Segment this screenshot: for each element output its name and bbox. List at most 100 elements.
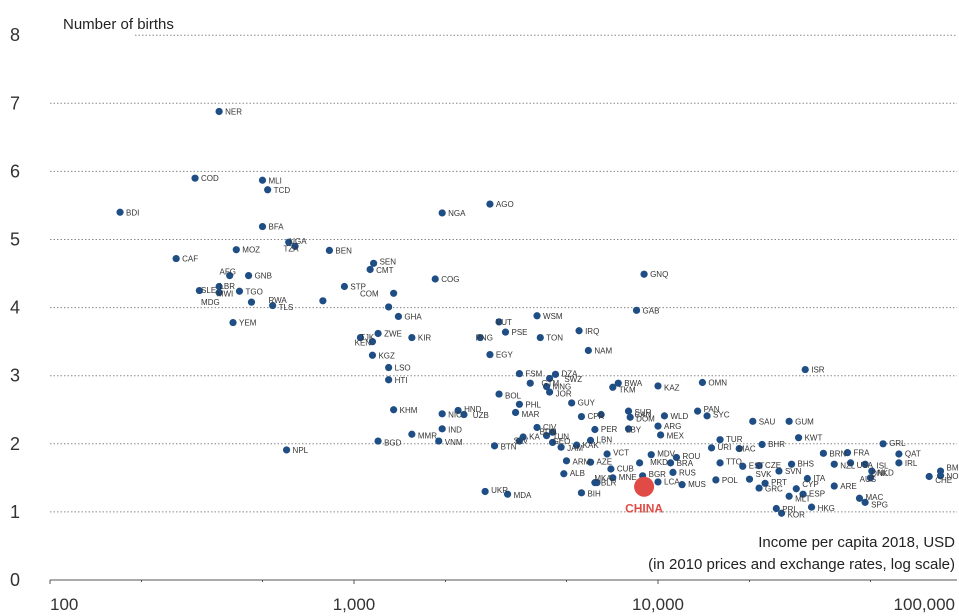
point-label: BDN <box>540 428 557 437</box>
point-label: PER <box>601 425 618 434</box>
data-point <box>454 406 462 415</box>
point-label: HKG <box>818 504 835 513</box>
point-label: TZA <box>283 244 299 253</box>
data-point <box>772 504 780 513</box>
point-label: FSM <box>525 370 542 379</box>
point-label: SAU <box>759 417 776 426</box>
point-label: LBY <box>626 425 642 434</box>
point-label: MAC <box>865 493 883 502</box>
point-label: YEM <box>239 319 257 328</box>
data-point <box>866 474 875 482</box>
point-label: OMN <box>708 379 727 388</box>
data-point <box>861 498 869 506</box>
data-point <box>868 467 876 475</box>
point-label: HTI <box>395 376 408 385</box>
point-label: CAN <box>635 411 652 420</box>
point-label: TON <box>546 334 563 343</box>
data-point <box>597 410 605 419</box>
point-label: EST <box>749 462 765 471</box>
data-point <box>584 346 592 355</box>
point-label: DZA <box>561 370 578 379</box>
data-point <box>481 487 489 496</box>
point-label: MDG <box>201 298 220 307</box>
data-point <box>369 259 378 267</box>
data-point <box>577 412 586 421</box>
data-point <box>385 363 393 372</box>
point-label: SVK <box>756 470 773 479</box>
point-label: SYC <box>713 411 730 420</box>
gridlines <box>50 34 957 513</box>
x-tick-label: 1,000 <box>333 595 376 614</box>
point-label: BOL <box>505 391 522 400</box>
data-point <box>215 282 223 291</box>
data-point <box>486 350 494 359</box>
y-tick-label: 8 <box>10 25 20 45</box>
data-point <box>573 441 581 449</box>
data-point <box>546 374 554 383</box>
point-label: ARM <box>572 458 590 467</box>
point-label: URI <box>718 443 732 452</box>
data-point <box>758 440 766 449</box>
data-point <box>716 436 724 444</box>
point-label: PNG <box>476 334 493 343</box>
data-point <box>116 208 124 216</box>
point-label: GTM <box>541 379 559 388</box>
point-label: VNM <box>445 438 463 447</box>
x-axis: 100 1,000 10,000 100,000 <box>49 579 957 614</box>
data-point <box>562 457 571 465</box>
data-point <box>490 442 499 450</box>
data-points <box>116 107 945 517</box>
data-point <box>215 107 223 116</box>
point-label: KAZ <box>664 383 680 392</box>
point-label: SUR <box>635 408 652 417</box>
point-label: EGY <box>496 351 514 360</box>
point-label: SLE <box>201 286 216 295</box>
point-label: JOR <box>556 389 572 398</box>
point-label: AFG <box>219 268 235 277</box>
data-point <box>603 450 611 458</box>
data-point <box>385 376 393 384</box>
data-point <box>755 461 763 470</box>
data-point <box>787 460 796 468</box>
data-point <box>861 460 869 468</box>
data-point <box>533 312 541 320</box>
point-label: PRI <box>782 505 795 514</box>
point-label: NER <box>225 107 242 116</box>
point-label: RWA <box>268 296 287 305</box>
data-point <box>258 222 267 231</box>
point-label: MDV <box>657 449 675 458</box>
x-tick-label: 100 <box>50 595 78 614</box>
point-label: ESP <box>809 490 825 499</box>
data-point <box>319 297 327 305</box>
data-point <box>291 242 299 250</box>
data-point <box>557 443 565 451</box>
point-label: SVN <box>785 467 802 476</box>
point-label: LSO <box>395 364 411 373</box>
data-point <box>551 370 560 378</box>
x-tick-label: 10,000 <box>632 595 684 614</box>
data-point <box>503 490 512 498</box>
point-label: IRL <box>905 459 918 468</box>
point-label: AZE <box>597 458 613 467</box>
point-label: LBN <box>597 436 613 445</box>
point-label: BGD <box>384 438 402 447</box>
data-point <box>735 444 743 453</box>
point-label: POL <box>722 476 739 485</box>
point-label: UGA <box>289 237 307 246</box>
point-label: GHA <box>404 312 422 321</box>
point-label: CMT <box>376 266 393 275</box>
point-label: TLS <box>279 303 294 312</box>
data-point <box>408 333 416 342</box>
data-point <box>807 503 816 511</box>
data-point <box>374 329 382 338</box>
highlight-point <box>634 476 655 497</box>
y-tick-label: 7 <box>10 93 20 113</box>
point-label: CIV <box>543 423 557 432</box>
point-label: CZE <box>765 461 781 470</box>
point-label: CHE <box>935 476 952 485</box>
data-point <box>476 333 484 342</box>
data-point <box>560 470 568 478</box>
data-point <box>368 338 377 346</box>
data-point <box>591 479 599 487</box>
